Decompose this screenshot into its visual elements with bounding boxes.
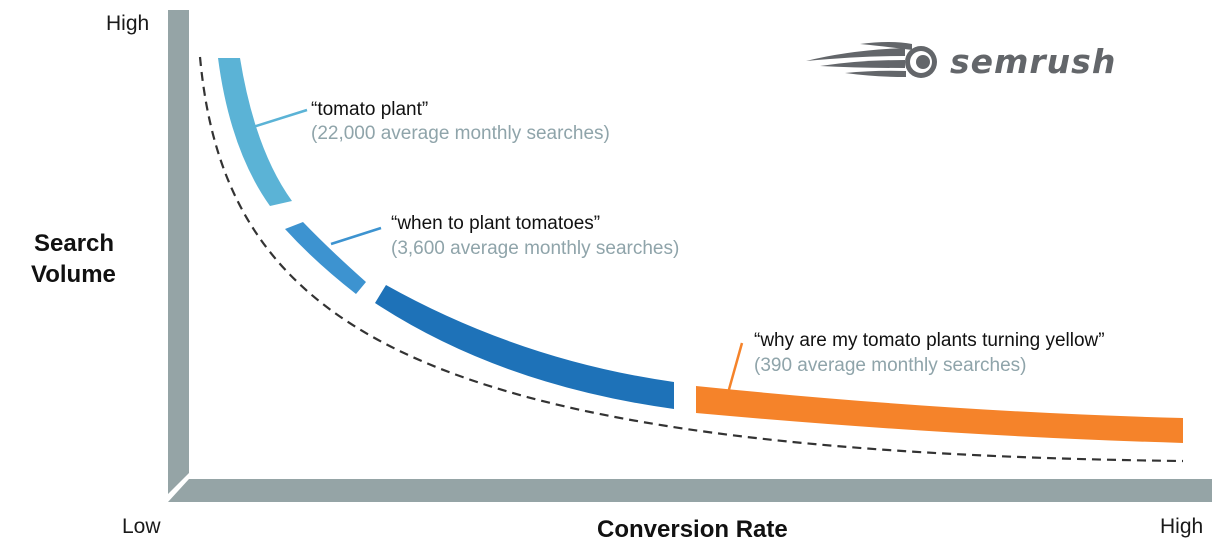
x-axis-title: Conversion Rate	[597, 516, 788, 543]
leader-line-tomato-plant	[252, 108, 308, 129]
segment-why-are-my-tomato-plants-turning-yellow	[696, 386, 1183, 443]
axes	[168, 10, 1212, 502]
leader-lines	[252, 108, 744, 394]
keyword-turning-yellow: “why are my tomato plants turning yellow…	[754, 330, 1105, 351]
keyword-tomato-plant: “tomato plant”	[311, 99, 429, 120]
y-axis-high-label: High	[106, 12, 150, 35]
x-axis-bar	[168, 479, 1212, 502]
y-axis-title-line2: Volume	[31, 261, 116, 288]
dashed-curve	[198, 56, 1184, 463]
brand-wordmark: semrush	[950, 42, 1117, 81]
leader-line-turning-yellow	[726, 342, 744, 394]
y-axis-bar	[168, 10, 189, 494]
keyword-segments	[218, 58, 1183, 443]
leader-line-when-to-plant-tomatoes	[330, 226, 382, 246]
searches-turning-yellow: (390 average monthly searches)	[754, 355, 1027, 376]
segment-when-to-plant-tomatoes	[285, 222, 366, 294]
x-axis-high-label: High	[1160, 515, 1204, 538]
segment-tomato-plant	[218, 58, 292, 206]
searches-tomato-plant: (22,000 average monthly searches)	[311, 123, 610, 144]
searches-when-to-plant-tomatoes: (3,600 average monthly searches)	[391, 238, 680, 259]
comet-icon	[806, 42, 937, 78]
y-axis-title-line1: Search	[34, 230, 115, 257]
keyword-when-to-plant-tomatoes: “when to plant tomatoes”	[391, 213, 601, 234]
segment-mid-tail	[375, 285, 674, 409]
x-axis-low-label: Low	[122, 515, 161, 538]
